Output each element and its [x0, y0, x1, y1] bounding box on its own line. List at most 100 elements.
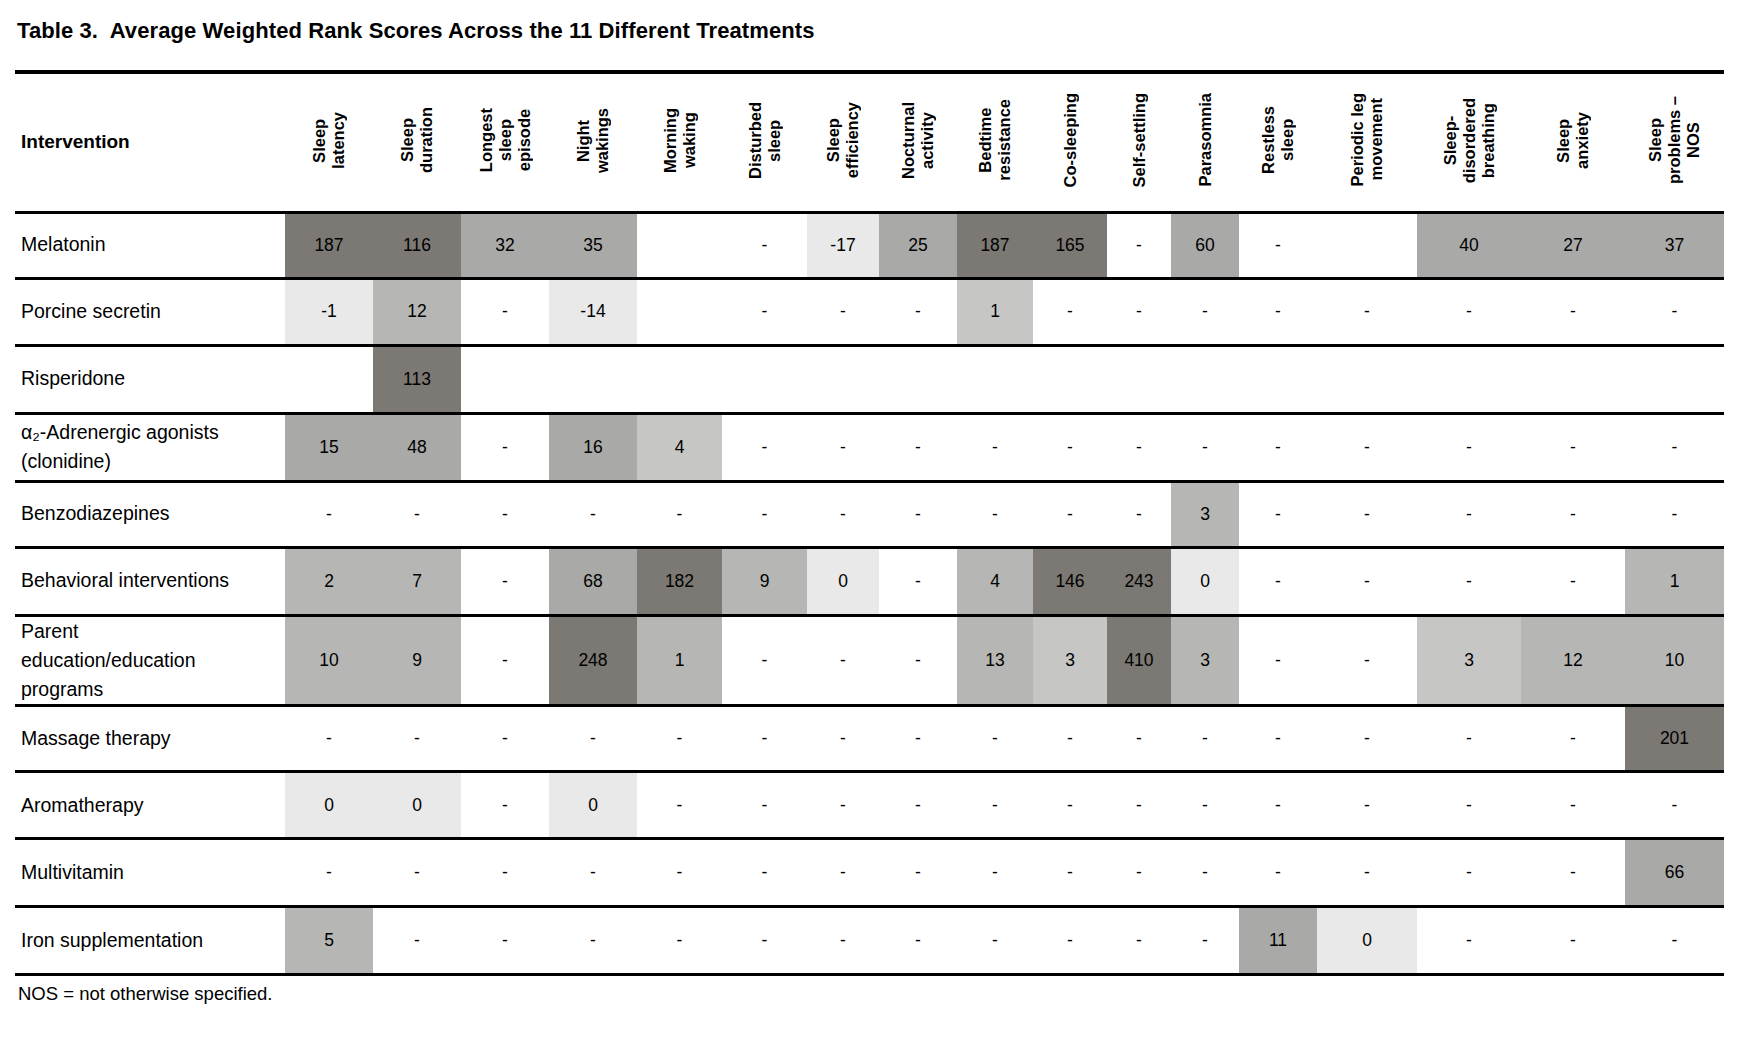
score-cell: - [1417, 706, 1521, 772]
score-cell: - [461, 278, 549, 345]
column-header: Sleep duration [373, 72, 461, 212]
score-cell: - [549, 481, 637, 547]
score-cell: 4 [637, 413, 722, 481]
score-cell: - [1171, 907, 1239, 975]
score-cell: - [722, 212, 807, 278]
score-cell: 1 [637, 615, 722, 706]
score-cell: - [549, 706, 637, 772]
score-cell: - [637, 907, 722, 975]
column-header: Co-sleeping [1033, 72, 1107, 212]
score-cell: - [1171, 839, 1239, 907]
score-cell: - [1171, 413, 1239, 481]
score-cell: - [461, 481, 549, 547]
score-cell: - [373, 481, 461, 547]
table-row: Parent education/education programs109-2… [15, 615, 1724, 706]
score-cell: 27 [1521, 212, 1625, 278]
score-cell: - [1171, 772, 1239, 839]
column-header-label: Restless sleep [1259, 106, 1297, 174]
table-title: Table 3. Average Weighted Rank Scores Ac… [17, 18, 1725, 44]
score-cell: - [957, 839, 1033, 907]
score-cell [637, 212, 722, 278]
column-header-label: Longest sleep episode [477, 108, 534, 172]
score-cell: - [637, 706, 722, 772]
score-cell: - [879, 615, 957, 706]
score-cell: - [807, 615, 879, 706]
score-cell: - [373, 706, 461, 772]
score-cell: 0 [1317, 907, 1417, 975]
score-cell: - [1239, 839, 1317, 907]
score-cell: 1 [957, 278, 1033, 345]
column-header-label: Sleep anxiety [1554, 112, 1592, 169]
score-cell: - [1239, 547, 1317, 615]
score-cell: - [549, 839, 637, 907]
score-cell: - [285, 839, 373, 907]
score-cell: 248 [549, 615, 637, 706]
score-cell [637, 345, 722, 413]
column-header-label: Sleep duration [398, 107, 436, 173]
score-cell [1107, 345, 1171, 413]
score-cell: 116 [373, 212, 461, 278]
score-cell: - [637, 481, 722, 547]
score-cell: - [1417, 547, 1521, 615]
score-cell: - [879, 278, 957, 345]
score-cell: - [1521, 706, 1625, 772]
score-cell: - [1033, 413, 1107, 481]
column-header: Sleep efficiency [807, 72, 879, 212]
score-cell: 32 [461, 212, 549, 278]
score-cell: - [1033, 706, 1107, 772]
score-cell: - [807, 907, 879, 975]
table-row: Risperidone113 [15, 345, 1724, 413]
score-cell: - [1107, 706, 1171, 772]
column-header: Sleep- disordered breathing [1417, 72, 1521, 212]
score-cell: - [1033, 481, 1107, 547]
column-header-label: Nocturnal activity [899, 102, 937, 179]
score-cell: 0 [807, 547, 879, 615]
score-cell: - [1107, 212, 1171, 278]
header-row: Intervention Sleep latencySleep duration… [15, 72, 1724, 212]
score-cell: 60 [1171, 212, 1239, 278]
score-cell: - [1107, 839, 1171, 907]
weighted-rank-table: Intervention Sleep latencySleep duration… [15, 70, 1724, 976]
score-cell: - [461, 772, 549, 839]
score-cell: - [373, 907, 461, 975]
table-row: Massage therapy----------------201 [15, 706, 1724, 772]
score-cell: - [1239, 413, 1317, 481]
column-header: Sleep anxiety [1521, 72, 1625, 212]
column-header-label: Bedtime resistance [976, 99, 1014, 181]
score-cell: - [1317, 481, 1417, 547]
score-cell: - [1521, 547, 1625, 615]
score-cell: - [722, 615, 807, 706]
score-cell: - [879, 772, 957, 839]
score-cell [957, 345, 1033, 413]
score-cell: 13 [957, 615, 1033, 706]
column-header: Sleep latency [285, 72, 373, 212]
score-cell: 48 [373, 413, 461, 481]
score-cell: - [1417, 839, 1521, 907]
score-cell: - [1239, 615, 1317, 706]
score-cell: 11 [1239, 907, 1317, 975]
score-cell: 7 [373, 547, 461, 615]
score-cell [1033, 345, 1107, 413]
score-cell: - [879, 706, 957, 772]
column-header-label: Morning waking [661, 108, 699, 173]
score-cell: 10 [285, 615, 373, 706]
column-header: Sleep problems – NOS [1625, 72, 1724, 212]
score-cell: 66 [1625, 839, 1724, 907]
score-cell: 3 [1033, 615, 1107, 706]
page: Table 3. Average Weighted Rank Scores Ac… [0, 0, 1740, 1005]
score-cell: 0 [373, 772, 461, 839]
score-cell: - [1107, 413, 1171, 481]
score-cell: 9 [373, 615, 461, 706]
score-cell: - [1239, 772, 1317, 839]
score-cell [1317, 345, 1417, 413]
score-cell: - [1033, 907, 1107, 975]
row-label: Parent education/education programs [15, 615, 285, 706]
column-header: Nocturnal activity [879, 72, 957, 212]
score-cell [637, 278, 722, 345]
score-cell: - [1107, 772, 1171, 839]
row-label: Benzodiazepines [15, 481, 285, 547]
score-cell: - [1239, 481, 1317, 547]
score-cell: - [879, 481, 957, 547]
score-cell [285, 345, 373, 413]
table-row: Aromatherapy00-0------------- [15, 772, 1724, 839]
